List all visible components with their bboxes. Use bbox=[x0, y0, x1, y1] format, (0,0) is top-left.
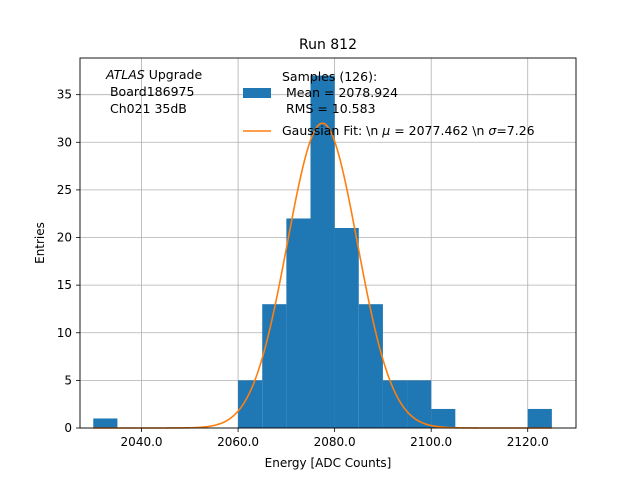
x-axis-ticks: 2040.0 2060.0 2080.0 2100.0 2120.0 bbox=[121, 428, 549, 449]
annotation-line-3: Ch021 35dB bbox=[106, 101, 187, 116]
x-tick-label: 2040.0 bbox=[121, 435, 163, 449]
histogram-bar bbox=[431, 408, 456, 428]
legend-fit-prefix: Gaussian Fit: \n bbox=[282, 123, 382, 138]
y-tick-label: 20 bbox=[57, 231, 72, 245]
atlas-annotation: ATLAS Upgrade Board186975 Ch021 35dB bbox=[105, 67, 202, 116]
y-tick-label: 35 bbox=[57, 88, 72, 102]
y-tick-label: 15 bbox=[57, 278, 72, 292]
histogram-bar bbox=[310, 75, 335, 428]
x-tick-label: 2060.0 bbox=[217, 435, 259, 449]
legend-fit-sigma-symbol: σ bbox=[488, 123, 497, 138]
histogram-bars bbox=[93, 75, 552, 428]
y-axis-label: Entries bbox=[33, 222, 47, 264]
histogram-bar bbox=[238, 380, 263, 428]
x-tick-label: 2120.0 bbox=[507, 435, 549, 449]
histogram-bar bbox=[286, 218, 311, 428]
annotation-line-1: ATLAS Upgrade bbox=[105, 67, 202, 82]
histogram-bar bbox=[334, 228, 359, 428]
histogram-bar bbox=[93, 418, 118, 428]
y-axis-ticks: 0 5 10 15 20 25 30 35 bbox=[57, 88, 80, 435]
legend-samples-line-2: Mean = 2078.924 bbox=[282, 85, 398, 100]
annotation-upgrade: Upgrade bbox=[145, 67, 203, 82]
annotation-atlas-italic: ATLAS bbox=[105, 67, 145, 82]
legend-fit-mu-symbol: μ bbox=[381, 123, 390, 138]
histogram-bar bbox=[382, 380, 408, 428]
x-tick-label: 2100.0 bbox=[410, 435, 452, 449]
y-tick-label: 30 bbox=[57, 135, 72, 149]
y-tick-label: 0 bbox=[64, 421, 72, 435]
chart-title: Run 812 bbox=[299, 37, 357, 53]
y-tick-label: 5 bbox=[64, 373, 72, 387]
legend-samples-line-1: Samples (126): bbox=[282, 69, 377, 84]
x-tick-label: 2080.0 bbox=[314, 435, 356, 449]
legend-fit-label: Gaussian Fit: \n μ = 2077.462 \n σ=7.26 bbox=[282, 123, 535, 138]
x-axis-label: Energy [ADC Counts] bbox=[265, 456, 392, 470]
legend-fit-sigma-value: =7.26 bbox=[496, 123, 534, 138]
legend-samples-line-3: RMS = 10.583 bbox=[282, 101, 376, 116]
histogram-bar bbox=[358, 304, 383, 428]
histogram-bar bbox=[407, 380, 432, 428]
y-tick-label: 10 bbox=[57, 326, 72, 340]
histogram-bar bbox=[527, 408, 552, 428]
legend-fit-mu-value: = 2077.462 \n bbox=[390, 123, 488, 138]
annotation-line-2: Board186975 bbox=[106, 84, 194, 99]
y-tick-label: 25 bbox=[57, 183, 72, 197]
histogram-bar bbox=[262, 304, 287, 428]
plot-frame bbox=[79, 57, 577, 429]
legend-samples-swatch bbox=[243, 88, 271, 98]
legend: Samples (126): Mean = 2078.924 RMS = 10.… bbox=[243, 69, 535, 138]
